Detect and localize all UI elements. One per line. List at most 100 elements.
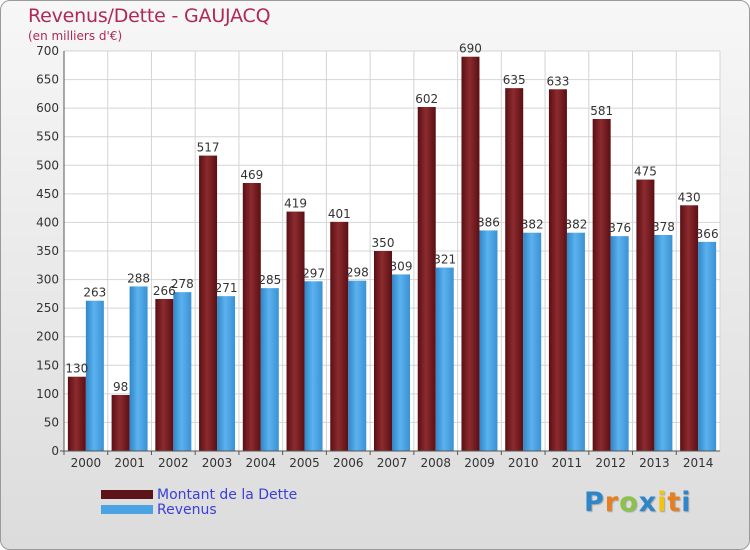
bar-debt [505,88,524,452]
bar-revenue [217,296,236,451]
bar-revenue [435,267,454,451]
x-tick-label: 2009 [464,456,495,470]
x-tick-label: 2006 [333,456,364,470]
bar-debt [374,251,392,451]
data-label-revenue: 297 [302,266,325,280]
chart-legend: Montant de la Dette Revenus [101,486,298,518]
x-tick-label: 2012 [595,456,626,470]
bar-debt [636,179,655,452]
x-tick-label: 2001 [114,456,145,470]
bar-debt [461,56,480,451]
bar-revenue [304,281,323,451]
data-label-debt: 130 [65,362,88,376]
data-label-revenue: 366 [696,227,719,241]
x-tick-label: 2003 [202,456,233,470]
data-label-revenue: 271 [215,281,238,295]
bar-debt [286,211,305,451]
bar-debt [330,221,349,451]
data-label-revenue: 288 [127,271,150,285]
data-label-debt: 517 [197,141,220,155]
bar-revenue [348,280,367,451]
data-label-debt: 602 [415,92,438,106]
data-label-revenue: 285 [258,273,281,287]
proxiti-logo: Proxiti [584,487,692,518]
y-tick-label: 0 [51,444,59,458]
y-tick-label: 600 [36,101,59,115]
data-label-debt: 581 [590,104,613,118]
data-label-revenue: 382 [521,218,544,232]
data-label-revenue: 376 [608,221,631,235]
data-label-revenue: 378 [652,220,675,234]
y-tick-label: 700 [36,44,59,58]
logo-letter: i [657,487,668,518]
bar-revenue [129,286,148,451]
bar-debt [199,155,218,452]
data-label-revenue: 263 [83,286,106,300]
legend-item-debt: Montant de la Dette [101,486,298,503]
y-tick-label: 150 [36,358,59,372]
x-tick-label: 2002 [158,456,189,470]
x-tick-label: 2004 [246,456,277,470]
y-tick-label: 450 [36,187,59,201]
bar-revenue [85,300,104,451]
data-label-debt: 430 [678,190,701,204]
data-label-revenue: 278 [171,277,194,291]
legend-swatch-revenue [101,505,153,514]
bar-revenue [392,274,410,451]
legend-label-revenue: Revenus [157,501,217,518]
y-tick-label: 500 [36,158,59,172]
bar-revenue [260,288,279,451]
y-tick-label: 200 [36,330,59,344]
chart-subtitle: (en milliers d'€) [28,29,123,43]
data-label-revenue: 382 [564,218,587,232]
logo-letter: o [619,487,639,518]
bar-debt [592,119,611,451]
x-tick-label: 2005 [289,456,320,470]
logo-letter: r [604,487,620,518]
y-tick-label: 400 [36,215,59,229]
bar-debt [155,299,174,451]
legend-swatch-debt [101,490,153,499]
legend-label-debt: Montant de la Dette [157,486,298,503]
bar-revenue [173,292,192,451]
data-label-debt: 469 [240,168,263,182]
x-tick-label: 2014 [683,456,714,470]
y-tick-label: 300 [36,273,59,287]
y-tick-label: 650 [36,73,59,87]
y-tick-label: 50 [44,415,59,429]
data-label-debt: 475 [634,165,657,179]
data-label-debt: 635 [503,73,526,87]
data-label-revenue: 321 [433,253,456,267]
logo-letter: x [638,487,658,518]
legend-item-revenue: Revenus [101,501,297,518]
bar-revenue [566,232,585,451]
data-label-debt: 633 [546,74,569,88]
bar-revenue [698,241,717,451]
logo-letter: t [667,487,682,518]
chart-title: Revenus/Dette - GAUJACQ [28,5,271,27]
x-tick-label: 2013 [639,456,670,470]
bar-revenue [610,236,629,451]
x-tick-label: 2008 [420,456,451,470]
logo-letter: P [584,487,605,518]
x-tick-label: 2010 [508,456,539,470]
y-tick-label: 550 [36,130,59,144]
data-label-debt: 419 [284,197,307,211]
bar-debt [242,183,261,451]
bar-revenue [654,235,673,451]
bar-debt [111,395,130,451]
data-label-debt: 690 [459,42,482,56]
y-tick-label: 350 [36,244,59,258]
y-tick-label: 250 [36,301,59,315]
bar-debt [67,376,86,451]
data-label-debt: 350 [372,236,395,250]
data-label-revenue: 309 [390,259,413,273]
data-label-debt: 266 [153,284,176,298]
x-tick-label: 2007 [377,456,408,470]
data-label-revenue: 386 [477,215,500,229]
bar-revenue [523,232,542,451]
bar-debt [417,107,436,451]
x-tick-label: 2011 [552,456,583,470]
